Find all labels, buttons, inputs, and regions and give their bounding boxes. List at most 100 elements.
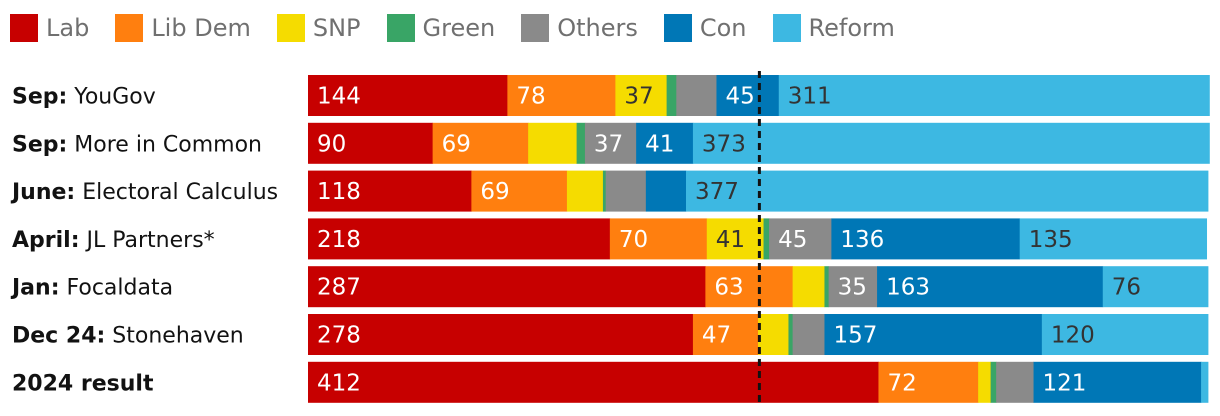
row-label-date: Sep:: [12, 132, 67, 157]
bar-segment-libdem: [507, 75, 616, 116]
bar-row: Sep: More in Common 90 69 37 41 373: [12, 122, 1210, 164]
legend-swatch-others: [521, 14, 550, 42]
legend-swatch-reform: [772, 14, 801, 42]
bar-segment-snp: [978, 361, 992, 403]
row-label-source: JL Partners*: [80, 228, 215, 253]
data-label-reform: 76: [1112, 275, 1141, 301]
legend-swatch-green: [386, 14, 415, 42]
bar-segment-others: [605, 170, 647, 212]
bar-segment-others: [996, 361, 1034, 403]
legend-item-snp: SNP: [276, 14, 361, 42]
bar-row: Sep: YouGov 144 78 37 45 311: [12, 75, 1210, 116]
bar-row: Dec 24: Stonehaven 278 47 157 120: [12, 314, 1209, 355]
legend-item-lab: Lab: [10, 14, 89, 42]
bar-segment-reform: [1102, 266, 1209, 308]
legend-label-green: Green: [422, 14, 496, 42]
row-label-date: April:: [12, 228, 80, 253]
row-label-source: YouGov: [67, 85, 155, 110]
bar-segment-libdem: [692, 314, 759, 355]
bar-segment-snp: [758, 314, 789, 355]
legend-label-others: Others: [557, 14, 638, 42]
row-label-source: Electoral Calculus: [75, 180, 278, 205]
bar-segment-lab: [308, 75, 508, 116]
bar-segment-green: [990, 361, 997, 403]
bar-segment-reform: [1019, 218, 1208, 260]
bar-segment-snp: [706, 218, 764, 260]
data-label-con: 157: [833, 323, 877, 349]
bar-row: April: JL Partners* 218 70 41 45 136 135: [12, 218, 1208, 260]
data-label-lab: 278: [317, 323, 361, 349]
bar-segment-con: [877, 266, 1104, 308]
data-label-con: 41: [645, 131, 674, 157]
bar-segment-others: [584, 122, 637, 164]
bar-segment-green: [824, 266, 830, 308]
data-label-reform: 311: [788, 84, 832, 110]
bar-segment-lab: [308, 122, 434, 164]
data-label-libdem: 63: [714, 275, 743, 301]
row-label: Sep: YouGov: [12, 85, 156, 110]
row-label-source: Stonehaven: [105, 324, 243, 349]
bar-segment-reform: [692, 122, 1210, 164]
bar-segment-libdem: [609, 218, 708, 260]
data-label-snp: 41: [716, 227, 745, 253]
data-label-libdem: 70: [619, 227, 648, 253]
bar-segment-con: [645, 170, 687, 212]
data-label-lab: 412: [317, 370, 361, 396]
data-label-lab: 144: [317, 84, 361, 110]
bar-segment-others: [828, 266, 878, 308]
data-label-libdem: 78: [516, 84, 545, 110]
bar-segment-snp: [792, 266, 825, 308]
bar-segment-con: [636, 122, 694, 164]
row-label: Jan: Focaldata: [10, 276, 173, 301]
row-label: June: Electoral Calculus: [10, 180, 278, 205]
legend-label-lab: Lab: [46, 14, 90, 42]
bar-segment-libdem: [432, 122, 529, 164]
data-label-con: 136: [840, 227, 884, 253]
legend-label-con: Con: [699, 14, 747, 42]
legend-label-libdem: Lib Dem: [151, 14, 251, 42]
data-label-reform: 373: [702, 131, 746, 157]
bar-segment-lab: [308, 266, 706, 308]
bar-segment-green: [788, 314, 794, 355]
data-label-lab: 287: [317, 275, 361, 301]
legend-item-green: Green: [386, 14, 496, 42]
bar-segment-reform: [778, 75, 1210, 116]
bar-segment-snp: [528, 122, 578, 164]
bar-segment-green: [576, 122, 586, 164]
legend-item-con: Con: [663, 14, 747, 42]
legend-swatch-snp: [276, 14, 305, 42]
data-label-lab: 218: [317, 227, 361, 253]
bar-segment-others: [676, 75, 717, 116]
data-label-libdem: 69: [442, 131, 471, 157]
row-label-source: Focaldata: [60, 276, 174, 301]
row-label-date: 2024 result: [12, 371, 154, 396]
data-label-snp: 37: [624, 84, 653, 110]
legend-swatch-con: [663, 14, 692, 42]
bar-segment-libdem: [471, 170, 568, 212]
bar-segment-snp: [615, 75, 668, 116]
bar-segment-others: [769, 218, 832, 260]
data-label-con: 163: [886, 275, 930, 301]
data-label-libdem: 69: [480, 179, 509, 205]
data-label-others: 45: [778, 227, 807, 253]
bar-segment-lab: [308, 218, 611, 260]
legend-swatch-lab: [10, 14, 38, 42]
bar-segment-green: [602, 170, 607, 212]
bar-segment-con: [716, 75, 780, 116]
row-label: Sep: More in Common: [12, 132, 262, 157]
bar-segment-lab: [308, 314, 694, 355]
legend-label-reform: Reform: [808, 14, 895, 42]
row-label-source: More in Common: [67, 132, 262, 157]
bar-segment-reform: [1041, 314, 1209, 355]
data-label-lab: 118: [317, 179, 361, 205]
bar-segment-green: [666, 75, 677, 116]
bar-segment-libdem: [878, 361, 979, 403]
data-label-con: 45: [725, 84, 754, 110]
data-label-reform: 120: [1051, 323, 1095, 349]
bar-segment-snp: [566, 170, 604, 212]
chart-rows: Sep: YouGov 144 78 37 45 311 Sep: More in Comm…: [10, 75, 1210, 403]
data-label-lab: 90: [317, 131, 346, 157]
row-label: 2024 result: [12, 371, 154, 396]
data-label-others: 37: [594, 131, 623, 157]
